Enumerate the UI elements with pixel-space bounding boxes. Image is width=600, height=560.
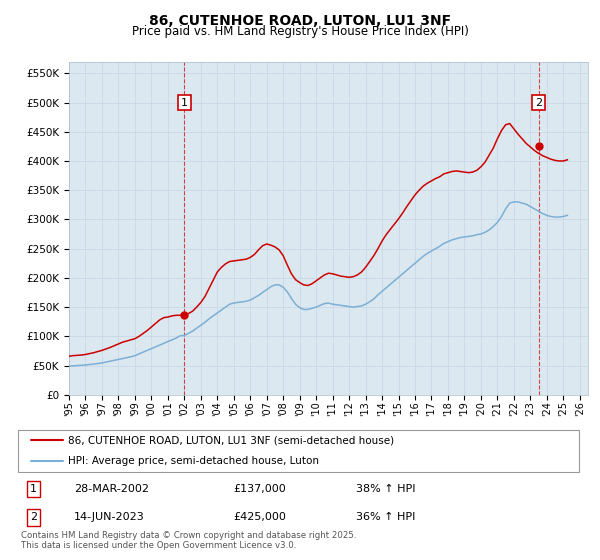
Text: 14-JUN-2023: 14-JUN-2023 <box>74 512 145 522</box>
Text: HPI: Average price, semi-detached house, Luton: HPI: Average price, semi-detached house,… <box>68 456 319 466</box>
Text: 86, CUTENHOE ROAD, LUTON, LU1 3NF (semi-detached house): 86, CUTENHOE ROAD, LUTON, LU1 3NF (semi-… <box>68 436 395 446</box>
Text: 36% ↑ HPI: 36% ↑ HPI <box>356 512 415 522</box>
Text: 86, CUTENHOE ROAD, LUTON, LU1 3NF: 86, CUTENHOE ROAD, LUTON, LU1 3NF <box>149 14 451 28</box>
Text: Contains HM Land Registry data © Crown copyright and database right 2025.
This d: Contains HM Land Registry data © Crown c… <box>21 531 356 550</box>
Text: £137,000: £137,000 <box>233 484 286 494</box>
Text: 38% ↑ HPI: 38% ↑ HPI <box>356 484 415 494</box>
Text: 1: 1 <box>30 484 37 494</box>
Text: £425,000: £425,000 <box>233 512 286 522</box>
Text: 2: 2 <box>535 97 542 108</box>
Text: 1: 1 <box>181 97 188 108</box>
Text: 2: 2 <box>30 512 37 522</box>
Text: 28-MAR-2002: 28-MAR-2002 <box>74 484 149 494</box>
FancyBboxPatch shape <box>18 430 579 472</box>
Text: Price paid vs. HM Land Registry's House Price Index (HPI): Price paid vs. HM Land Registry's House … <box>131 25 469 38</box>
